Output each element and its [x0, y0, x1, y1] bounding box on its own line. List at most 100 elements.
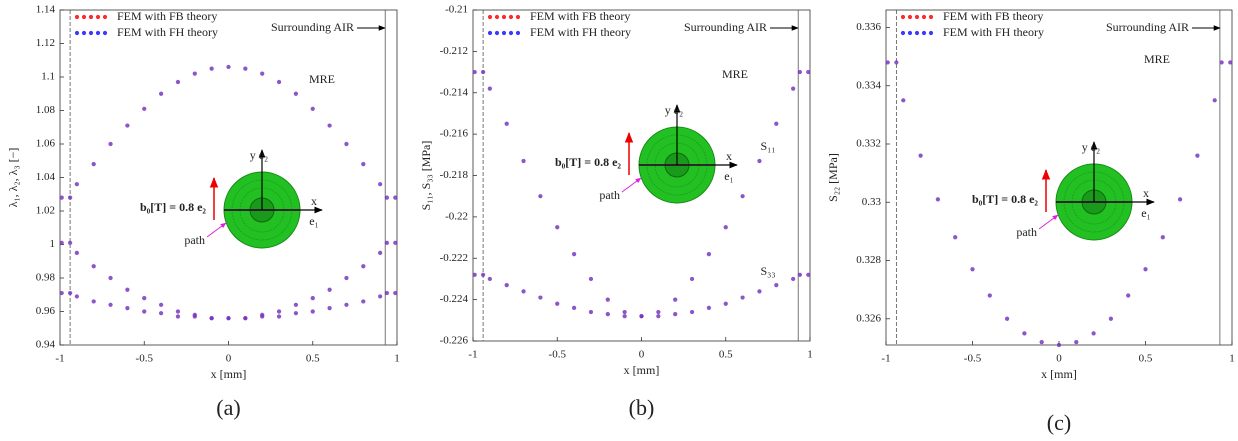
data-point	[243, 316, 248, 321]
data-point	[656, 309, 661, 315]
y-tick-label: -0.22	[445, 210, 468, 222]
y-tick-label: -0.216	[440, 128, 469, 140]
data-point	[538, 295, 543, 300]
x-tick-label: 0	[226, 353, 232, 365]
data-point	[159, 311, 164, 316]
annotation: MRE	[309, 72, 335, 86]
data-point	[327, 287, 332, 292]
data-point	[605, 312, 610, 317]
y-tick-label: 0.33	[862, 196, 882, 208]
annotation: b₀[T] = 0.8 e₂	[140, 200, 206, 214]
data-point	[1056, 342, 1062, 348]
annotation: e₁	[724, 169, 734, 183]
data-point	[987, 293, 992, 298]
legend-marker	[921, 14, 927, 20]
annotation: x	[726, 149, 732, 163]
data-point	[689, 276, 695, 282]
data-point	[276, 79, 282, 85]
data-point	[361, 264, 366, 269]
y-tick-label: -0.222	[440, 252, 468, 264]
y-tick-label: 1.12	[36, 37, 55, 49]
legend-marker	[81, 14, 87, 20]
data-point	[639, 314, 644, 319]
data-point	[59, 195, 64, 200]
data-point	[293, 91, 298, 96]
data-point	[723, 301, 728, 306]
legend-marker	[501, 14, 507, 20]
legend-label: FEM with FH theory	[530, 25, 631, 39]
annotation: path	[599, 188, 620, 202]
x-tick-label: 0.5	[719, 349, 733, 361]
x-tick-label: -0.5	[549, 349, 567, 361]
legend-label: FEM with FB theory	[943, 9, 1043, 23]
x-tick-label: 1	[1229, 353, 1235, 365]
data-point	[1039, 339, 1044, 345]
data-point	[108, 302, 113, 307]
data-point	[68, 290, 73, 296]
data-point	[555, 225, 560, 230]
data-point	[894, 60, 899, 65]
data-point	[970, 267, 975, 272]
annotation: x	[1143, 186, 1149, 200]
path-arrow	[621, 177, 642, 193]
legend-marker	[515, 14, 521, 20]
x-axis-label: x [mm]	[1041, 367, 1077, 381]
x-tick-label: -1	[55, 353, 64, 365]
data-point	[1074, 339, 1079, 345]
annotation: e₁	[1141, 206, 1151, 220]
data-point	[59, 290, 64, 296]
data-point	[68, 195, 73, 200]
data-point	[656, 314, 661, 319]
plot-frame	[885, 9, 1233, 346]
y-tick-label: 1.14	[36, 4, 56, 16]
annotation: y e₂	[250, 148, 269, 162]
y-axis-label: S₂₂ [MPa]	[826, 153, 840, 202]
data-point	[344, 275, 349, 281]
data-point	[327, 123, 332, 128]
y-axis-label: λ₁, λ₂, λ₃ [−]	[6, 148, 20, 208]
data-point	[885, 60, 890, 65]
data-point	[175, 314, 181, 319]
x-tick-label: -0.5	[136, 353, 154, 365]
data-point	[59, 240, 64, 245]
data-point	[504, 283, 509, 288]
data-point	[1178, 197, 1183, 202]
legend-marker	[88, 30, 94, 36]
annotation: e₁	[309, 214, 319, 228]
data-point	[706, 252, 712, 257]
data-point	[806, 69, 811, 75]
legend-marker	[494, 14, 500, 20]
data-point	[918, 153, 923, 158]
data-point	[774, 121, 779, 126]
data-point	[108, 141, 113, 147]
y-tick-label: 0.96	[36, 305, 56, 317]
data-point	[310, 106, 315, 111]
data-point	[538, 194, 543, 199]
data-point	[774, 283, 779, 288]
caption: (a)	[216, 395, 240, 420]
caption: (c)	[1047, 410, 1071, 435]
data-point	[142, 309, 147, 314]
y-tick-label: 1.06	[36, 138, 56, 150]
y-tick-label: -0.212	[440, 45, 468, 57]
data-point	[1005, 316, 1010, 321]
data-point	[393, 290, 398, 296]
annotation: b₀[T] = 0.8 e₂	[555, 155, 621, 169]
data-point	[521, 289, 526, 294]
data-point	[472, 69, 477, 75]
legend-marker	[95, 14, 101, 20]
data-point	[757, 289, 762, 294]
x-tick-label: -0.5	[964, 353, 982, 365]
data-point	[159, 302, 164, 307]
annotation: b₀[T] = 0.8 e₂	[972, 192, 1038, 206]
data-point	[192, 314, 197, 319]
data-point	[588, 309, 594, 315]
legend-marker	[914, 30, 920, 36]
x-tick-label: 0	[639, 349, 645, 361]
data-point	[276, 309, 282, 314]
y-tick-label: 0.336	[856, 21, 881, 33]
data-point	[757, 158, 762, 164]
data-point	[192, 71, 197, 76]
data-point	[74, 294, 79, 299]
data-point	[327, 306, 332, 311]
